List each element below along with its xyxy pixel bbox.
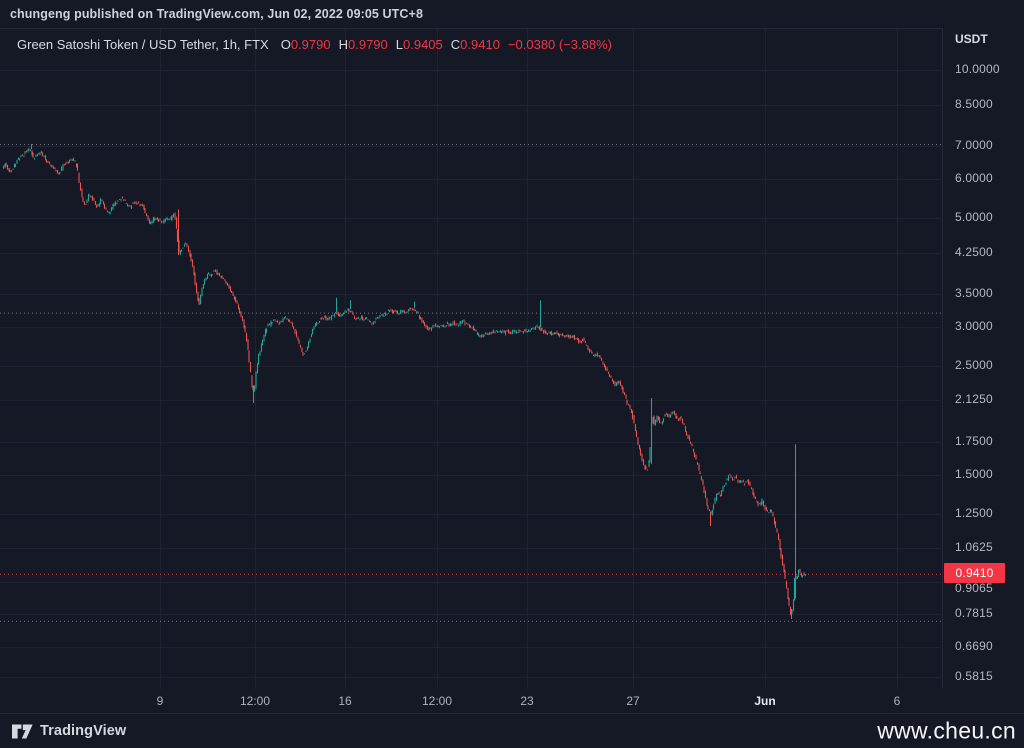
ohlc-value: 0.9790 [348, 37, 388, 52]
price-axis-label: 2.5000 [955, 357, 993, 372]
price-axis-currency: USDT [955, 32, 988, 46]
time-axis-label: 9 [156, 694, 164, 708]
ohlc-values: O0.9790 H0.9790 L0.9405 C0.9410 −0.0380 (−3.… [281, 37, 612, 52]
price-axis-label: 4.2500 [955, 244, 993, 259]
price-axis-label: 1.7500 [955, 433, 993, 448]
price-axis-label: 1.2500 [955, 505, 993, 520]
price-axis-label: 1.5000 [955, 466, 993, 481]
attribution-text: chungeng published on TradingView.com, J… [10, 7, 424, 21]
price-axis-label: 0.5815 [955, 669, 993, 683]
last-price-badge: 0.9410 [944, 563, 1005, 584]
candlestick-chart[interactable] [0, 29, 943, 689]
down-candles-wicks [5, 149, 802, 616]
symbol-title[interactable]: Green Satoshi Token / USD Tether, 1h, FT… [17, 37, 269, 52]
tradingview-brand-link[interactable]: TradingView [12, 723, 126, 739]
ohlc-key: C [450, 37, 461, 52]
tradingview-logo-icon [12, 724, 33, 738]
ohlc-key: H [338, 37, 348, 52]
time-axis-label: 6 [893, 694, 901, 708]
time-axis-label: Jun [754, 694, 776, 708]
time-axis[interactable]: 9 12:00 16 12:00 23 27 Jun 6 [0, 689, 1024, 714]
time-axis-label: 12:00 [239, 694, 271, 708]
attribution-bar: chungeng published on TradingView.com, J… [0, 0, 1024, 28]
price-axis-label: 0.6690 [955, 639, 993, 654]
ohlc-key: L [395, 37, 403, 52]
change-value: −0.0380 (−3.88%) [507, 37, 612, 52]
symbol-legend: Green Satoshi Token / USD Tether, 1h, FT… [17, 37, 612, 52]
price-axis-label: 10.0000 [955, 62, 1000, 76]
footer-bar: TradingView www.cheu.cn [0, 714, 1024, 748]
time-axis-label: 16 [338, 694, 352, 708]
time-axis-label: 12:00 [421, 694, 453, 708]
price-axis-label: 8.5000 [955, 96, 993, 111]
price-axis-label: 0.9065 [955, 581, 993, 595]
ohlc-value: 0.9410 [460, 37, 500, 52]
ohlc-value: 0.9790 [290, 37, 331, 52]
ohlc-field-l: L0.9405 [396, 37, 443, 52]
price-axis-label: 3.5000 [955, 286, 993, 300]
ohlc-field-h: H0.9790 [339, 37, 388, 52]
down-candles-bodies [5, 151, 803, 615]
tradingview-brand-text: TradingView [40, 723, 127, 739]
time-axis-label: 23 [520, 694, 534, 708]
time-axis-label: 27 [626, 694, 640, 708]
price-axis-label: 6.0000 [955, 170, 993, 185]
price-axis-label: 5.0000 [955, 209, 993, 224]
ohlc-key: O [280, 37, 291, 52]
ohlc-value: 0.9405 [403, 37, 443, 52]
up-candles-wicks [3, 147, 806, 614]
price-axis-label: 1.0625 [955, 540, 993, 555]
ohlc-field-c: C0.9410 [451, 37, 500, 52]
watermark-url[interactable]: www.cheu.cn [877, 717, 1016, 744]
price-axis-label: 0.7815 [955, 605, 993, 620]
price-axis-label: 3.0000 [955, 318, 993, 333]
chart-area[interactable]: Green Satoshi Token / USD Tether, 1h, FT… [0, 28, 943, 689]
price-axis[interactable]: USDT 10.0000 8.5000 7.0000 6.0000 5.0000 4.25… [944, 28, 1024, 688]
price-axis-label: 7.0000 [955, 138, 993, 153]
ohlc-field-o: O0.9790 [281, 37, 331, 52]
price-axis-label: 2.1250 [955, 392, 993, 407]
